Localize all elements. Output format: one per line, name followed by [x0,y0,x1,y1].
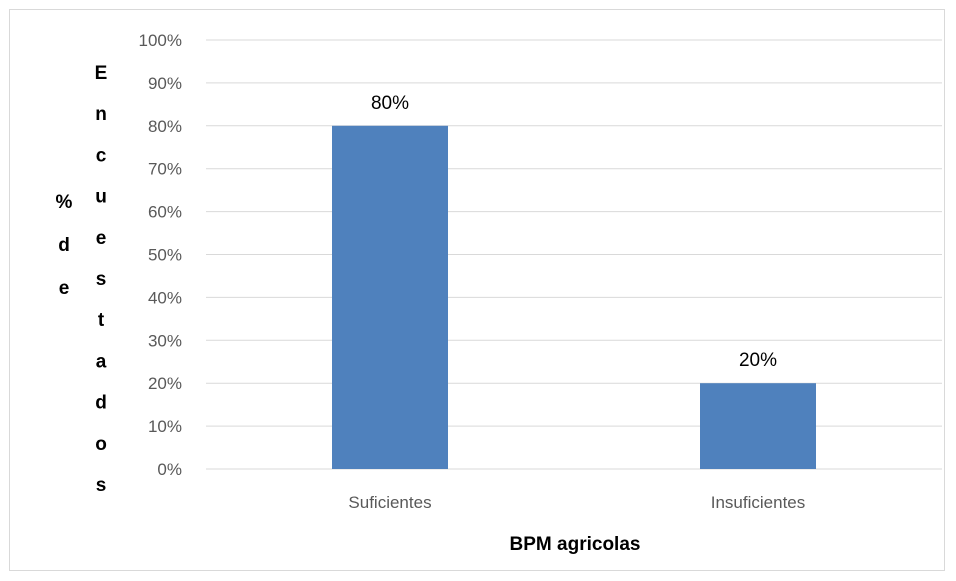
bar-insuficientes [700,383,816,469]
y-axis-title-char: o [95,434,107,455]
bar-suficientes [332,125,448,470]
data-label: 20% [739,350,777,371]
gridlines [206,39,942,470]
chart-frame [9,9,945,571]
y-axis-title-char: % [56,192,73,213]
y-tick-label: 80% [148,117,182,136]
y-axis-title-char: u [95,187,107,208]
data-label: 80% [371,93,409,114]
y-tick-label: 70% [148,160,182,179]
y-axis-title-char: a [96,351,107,372]
y-axis-title-left: % d e [56,192,73,299]
y-tick-label: 50% [148,246,182,265]
x-category-label: Insuficientes [711,493,806,512]
bars [332,125,816,470]
y-axis-title-char: d [58,235,70,256]
y-axis-title-char: t [98,310,105,331]
y-tick-label: 100% [139,31,182,50]
y-tick-label: 60% [148,203,182,222]
y-axis-title-char: s [96,475,107,496]
y-axis-title-char: c [96,145,107,166]
y-axis-title-char: d [95,393,107,414]
y-tick-label: 10% [148,417,182,436]
y-axis-title-char: s [96,269,107,290]
y-axis-title-char: E [95,63,108,84]
y-tick-label: 30% [148,331,182,350]
data-labels: 80% 20% [371,93,777,371]
x-category-label: Suficientes [348,493,431,512]
x-axis-title: BPM agricolas [510,534,641,555]
y-axis-title-char: e [59,278,70,299]
y-axis-title-char: n [95,104,107,125]
y-axis-ticks: 0% 10% 20% 30% 40% 50% 60% 70% 80% 90% 100% [139,31,182,479]
x-axis-categories: Suficientes Insuficientes [348,493,805,512]
y-tick-label: 90% [148,74,182,93]
y-tick-label: 0% [157,460,182,479]
y-tick-label: 20% [148,374,182,393]
y-tick-label: 40% [148,288,182,307]
y-axis-title-char: e [96,228,107,249]
